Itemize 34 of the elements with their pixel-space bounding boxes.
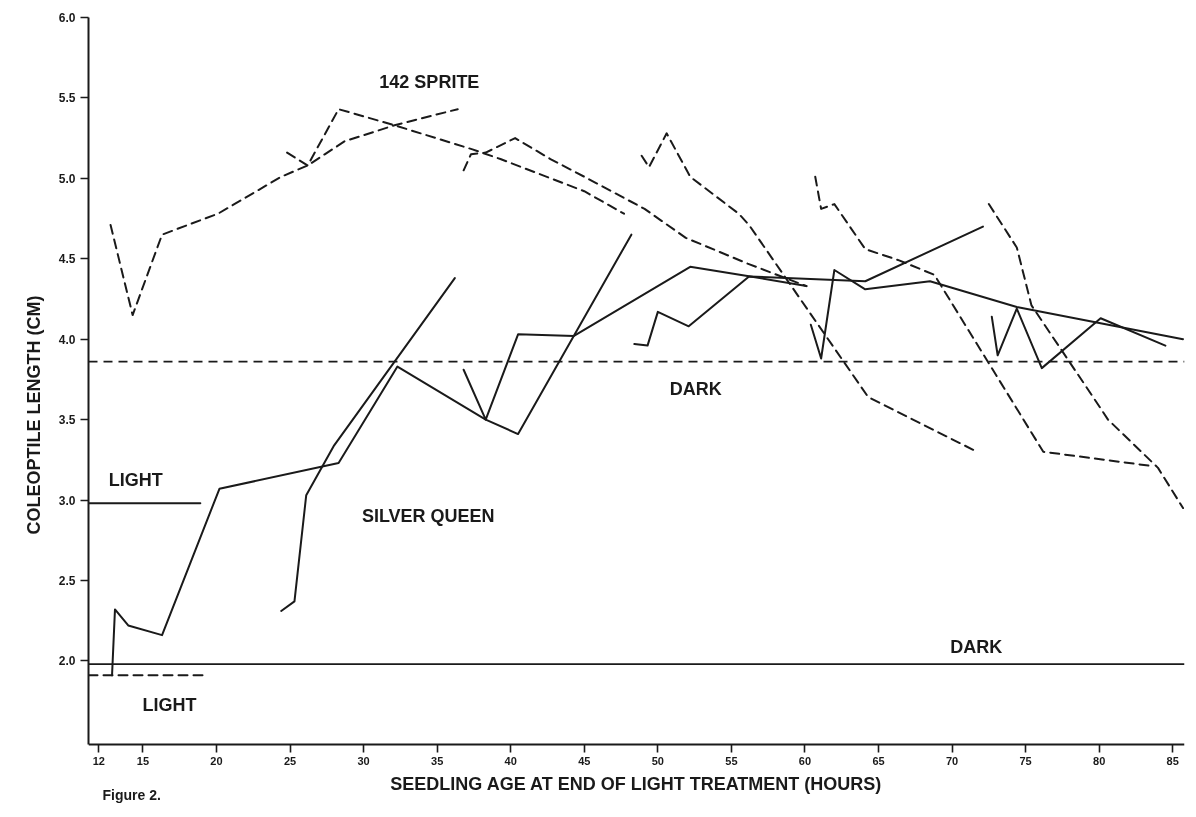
y-tick-label: 6.0 xyxy=(58,11,76,25)
x-tick-label: 80 xyxy=(1093,754,1106,767)
series-label: LIGHT xyxy=(142,695,197,716)
x-tick-label: 55 xyxy=(725,754,738,767)
ref-line-label: DARK xyxy=(950,637,1003,658)
x-tick-label: 12 xyxy=(92,754,105,767)
y-tick-label: 5.0 xyxy=(58,171,76,186)
x-axis-title: SEEDLING AGE AT END OF LIGHT TREATMENT (HOURS) xyxy=(390,773,882,794)
x-tick-label: 45 xyxy=(578,754,591,767)
y-tick-label: 4.5 xyxy=(58,252,76,267)
y-tick-label: 5.5 xyxy=(58,91,76,106)
y-tick-label: 2.0 xyxy=(58,654,76,669)
x-tick-label: 70 xyxy=(945,754,959,767)
y-tick-label: 2.5 xyxy=(58,573,76,588)
x-tick-label: 65 xyxy=(872,754,885,767)
x-tick-label: 50 xyxy=(651,754,664,767)
x-tick-label: 60 xyxy=(798,754,812,767)
ref-line-label: DARK xyxy=(669,378,722,399)
x-tick-label: 85 xyxy=(1166,754,1179,767)
x-tick-label: 20 xyxy=(210,754,223,767)
x-tick-label: 35 xyxy=(431,754,444,767)
x-tick-label: 75 xyxy=(1019,754,1032,767)
caption: Figure 2. xyxy=(102,786,161,803)
y-tick-label: 3.5 xyxy=(58,413,76,428)
x-tick-label: 15 xyxy=(136,754,150,767)
annotation: SILVER QUEEN xyxy=(361,506,495,527)
annotation: 142 SPRITE xyxy=(379,72,480,93)
x-tick-label: 40 xyxy=(504,754,517,767)
y-tick-label: 3.0 xyxy=(58,493,76,508)
y-tick-label: 4.0 xyxy=(58,332,76,347)
x-tick-label: 30 xyxy=(357,754,370,767)
y-axis-title: COLEOPTILE LENGTH (CM) xyxy=(23,295,44,535)
series-label: LIGHT xyxy=(108,470,163,491)
x-tick-label: 25 xyxy=(283,754,297,767)
